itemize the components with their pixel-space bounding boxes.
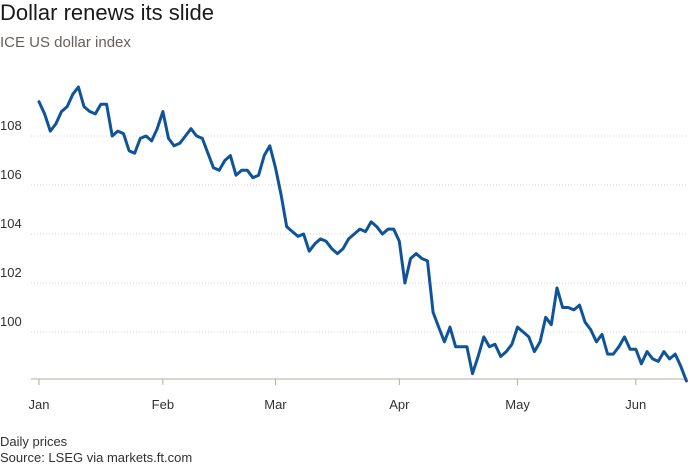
- chart-title: Dollar renews its slide: [0, 0, 214, 25]
- x-tick-label-apr: Apr: [389, 397, 410, 412]
- footer-source: Source: LSEG via markets.ft.com: [0, 450, 193, 465]
- y-tick-label: 106: [0, 167, 22, 182]
- y-tick-label: 104: [0, 216, 22, 231]
- y-axis-ticks: 100 102 104 106 108: [0, 118, 22, 329]
- dollar-index-line: [37, 85, 688, 383]
- gridlines: [31, 135, 688, 380]
- y-tick-label: 100: [0, 314, 22, 329]
- footer-note: Daily prices: [0, 434, 68, 449]
- y-tick-label: 102: [0, 265, 22, 280]
- x-axis-ticks: Jan Feb Mar Apr May Jun: [29, 379, 646, 412]
- line-chart: 100 102 104 106 108 Jan Feb Mar Apr May Jun: [0, 85, 688, 412]
- series-line: [37, 85, 688, 383]
- x-tick-label-mar: Mar: [264, 397, 287, 412]
- x-tick-label-may: May: [505, 397, 530, 412]
- x-tick-label-feb: Feb: [152, 397, 174, 412]
- x-tick-label-jun: Jun: [625, 397, 646, 412]
- y-tick-label: 108: [0, 118, 22, 133]
- x-tick-label-jan: Jan: [29, 397, 50, 412]
- chart-subtitle: ICE US dollar index: [0, 34, 131, 51]
